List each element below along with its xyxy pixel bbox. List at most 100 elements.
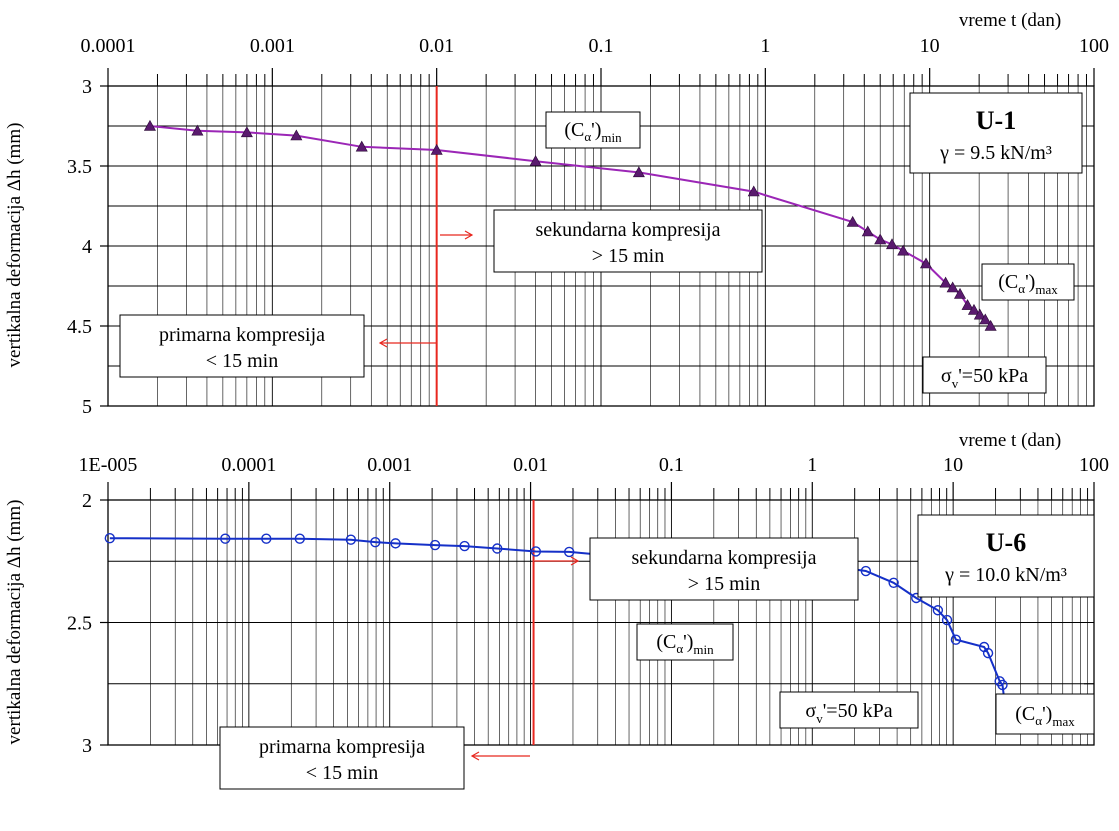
data-point — [874, 233, 887, 245]
secondary-compression-box — [589, 537, 859, 601]
data-point — [429, 539, 441, 551]
data-point — [946, 281, 959, 293]
data-point — [888, 577, 899, 589]
calpha-alpha: α — [584, 129, 591, 144]
calpha-open: (C — [998, 271, 1018, 293]
y-tick-label: 2.5 — [67, 613, 92, 635]
primary-arrow — [378, 338, 436, 348]
data-point — [294, 533, 306, 544]
primary-compression-title: primarna kompresija — [159, 324, 325, 346]
data-point — [973, 308, 986, 320]
stress-box — [779, 691, 919, 729]
data-point — [954, 287, 967, 299]
data-point — [240, 126, 253, 138]
data-point — [143, 119, 156, 131]
y-axis-title: vertikalna deformacija Δh (mm) — [4, 500, 25, 745]
data-point — [979, 313, 992, 325]
data-point — [997, 679, 1008, 691]
x-tick-label: 1E-005 — [79, 454, 138, 476]
calpha-open: (C — [1015, 703, 1035, 725]
stress-label: σv'=50 kPa — [941, 365, 1028, 391]
calpha-max-label: (Cα')max — [1015, 703, 1075, 729]
primary-compression-time: < 15 min — [206, 350, 278, 372]
data-point — [492, 543, 503, 554]
x-tick-label: 0.01 — [513, 454, 548, 476]
x-tick-label: 0.1 — [659, 454, 684, 476]
data-point — [290, 129, 303, 141]
y-tick-label: 4.5 — [67, 316, 92, 338]
primary-compression-box — [219, 726, 465, 790]
arrow-head — [378, 338, 388, 348]
gamma-label: γ = 9.5 kN/m³ — [939, 142, 1052, 164]
secondary-compression-time: > 15 min — [688, 573, 760, 595]
data-point — [919, 257, 933, 269]
data-point — [747, 185, 760, 197]
data-point — [430, 143, 443, 155]
x-tick-label: 0.001 — [250, 35, 295, 57]
calpha-alpha: α — [1018, 281, 1025, 296]
data-point — [911, 592, 922, 604]
sigma-symbol: σ — [941, 365, 952, 387]
data-point — [370, 536, 381, 548]
data-point — [191, 124, 204, 136]
primary-compression-title: primarna kompresija — [259, 736, 425, 758]
calpha-subscript: min — [601, 130, 622, 145]
x-tick-label: 1 — [807, 454, 817, 476]
data-point — [530, 546, 542, 557]
data-point — [961, 299, 974, 310]
y-tick-label: 5 — [82, 396, 92, 418]
sigma-subscript: v — [816, 711, 823, 726]
gamma-label: γ = 10.0 kN/m³ — [944, 564, 1067, 586]
data-point — [846, 215, 859, 227]
secondary-compression-time: > 15 min — [592, 245, 664, 267]
y-tick-label: 2 — [82, 490, 92, 512]
sample-id: U-1 — [976, 106, 1016, 135]
chart-1: 0.0001 0.001 0.01 0.1 1 10 100 3 3.5 4 4.5 5 vreme t… — [4, 10, 1109, 418]
arrow-head — [464, 230, 474, 240]
data-point — [390, 538, 401, 549]
x-tick-label: 100 — [1079, 35, 1109, 57]
data-point — [220, 533, 231, 544]
y-tick-label: 3.5 — [67, 156, 92, 178]
x-tick-label: 0.01 — [419, 35, 454, 57]
data-point — [967, 303, 980, 315]
data-point — [950, 634, 962, 645]
x-tick-label: 0.001 — [367, 454, 412, 476]
calpha-subscript: max — [1035, 282, 1058, 297]
data-point — [886, 238, 899, 250]
calpha-open: (C — [564, 119, 584, 141]
calpha-open: (C — [656, 631, 676, 653]
y-tick-label: 4 — [82, 236, 92, 258]
calpha-subscript: max — [1052, 714, 1075, 729]
sample-info-box — [909, 92, 1083, 174]
data-point — [860, 565, 872, 577]
calpha-close: ') — [683, 631, 693, 653]
x-axis-title: vreme t (dan) — [959, 430, 1061, 451]
data-point — [355, 140, 368, 152]
calpha-min-label: (Cα')min — [656, 631, 714, 657]
series-1 — [143, 119, 997, 331]
stress-label: σv'=50 kPa — [805, 700, 892, 726]
calpha-alpha: α — [1035, 713, 1042, 728]
calpha-close: ') — [1042, 703, 1052, 725]
secondary-arrow — [440, 230, 474, 240]
calpha-subscript: min — [693, 642, 714, 657]
sigma-value: '=50 kPa — [958, 365, 1028, 387]
data-point — [563, 546, 575, 558]
data-point — [861, 225, 874, 237]
sigma-symbol: σ — [805, 700, 816, 722]
arrow-head — [570, 556, 580, 566]
data-point — [345, 534, 357, 545]
calpha-alpha: α — [676, 641, 683, 656]
sample-id: U-6 — [986, 528, 1026, 557]
data-point — [897, 244, 910, 256]
data-point — [632, 166, 645, 178]
data-point — [932, 605, 944, 616]
secondary-compression-title: sekundarna kompresija — [536, 219, 721, 241]
y-axis-title: vertikalna deformacija Δh (mm) — [4, 123, 25, 368]
calpha-min-label: (Cα')min — [564, 119, 622, 145]
sample-info-box — [917, 514, 1095, 598]
y-tick-label: 3 — [82, 76, 92, 98]
calpha-min-label-box — [636, 623, 734, 661]
